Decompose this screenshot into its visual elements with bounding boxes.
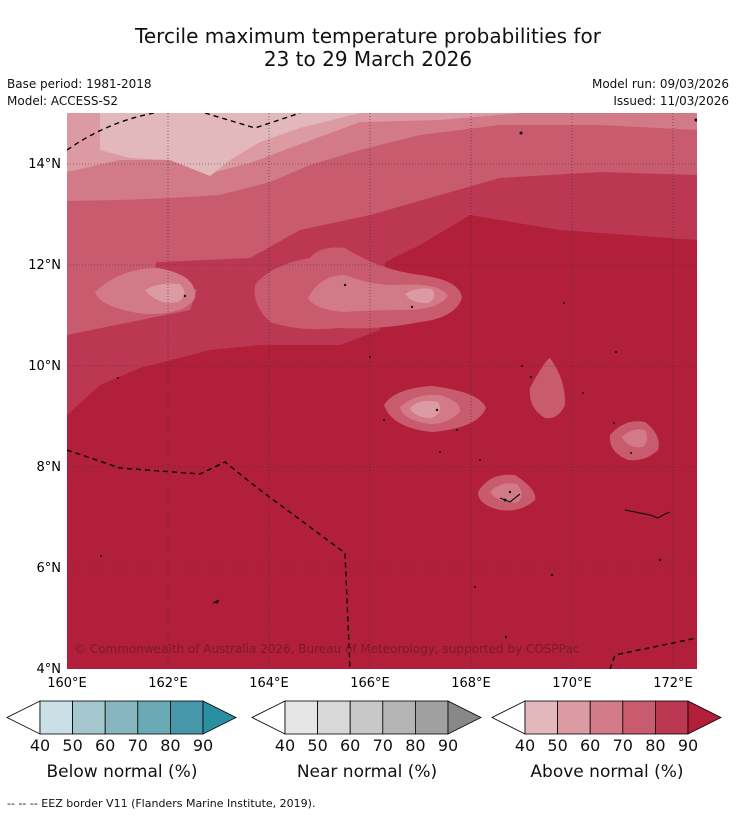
colorbar-above-segment: [557, 700, 591, 735]
colorbar-near-segment: [349, 700, 384, 735]
colorbar-above-segment: [524, 700, 558, 735]
colorbar-above-min-arrow: [491, 700, 526, 735]
colorbar-below-tick: 50: [62, 736, 83, 755]
colorbar-below-tick: 40: [29, 736, 51, 755]
probability-field: © Commonwealth of Australia 2026, Bureau…: [67, 113, 697, 669]
colorbar-above-tick: 70: [612, 736, 633, 755]
lat-labels: 14°N 12°N 10°N 8°N 6°N 4°N: [28, 157, 61, 677]
graticule: [67, 113, 697, 669]
colorbar-below-tick: 70: [127, 736, 148, 755]
colorbar-above-segment: [655, 700, 689, 735]
lat-label: 10°N: [28, 359, 61, 374]
zone-above-50-west: [145, 283, 185, 303]
colorbar-near-segment: [414, 700, 449, 735]
colorbar-near-tick: 60: [340, 736, 361, 755]
colorbar-below-min-arrow: [6, 700, 41, 735]
zone-above-50-east: [410, 400, 440, 418]
colorbar-near-tick: 80: [405, 736, 426, 755]
zone-above-60-far-east: [622, 429, 648, 448]
eez-legend-note: -- -- -- EEZ border V11 (Flanders Marine…: [7, 797, 316, 810]
colorbar-near-max-arrow: [447, 700, 482, 735]
colorbar-below-segment: [39, 700, 73, 735]
colorbar-label-above: Above normal (%): [530, 762, 684, 782]
lon-label: 166°E: [350, 676, 390, 691]
colorbar-below-segment: [104, 700, 139, 735]
colorbar-near-min-arrow: [251, 700, 286, 735]
eez-border: [67, 113, 697, 669]
lon-label: 172°E: [653, 676, 693, 691]
colorbar-below-tick: 90: [192, 736, 214, 755]
colorbar-label-near: Near normal (%): [296, 762, 438, 782]
lon-labels: 160°E 162°E 164°E 166°E 168°E 170°E 172°…: [47, 676, 693, 691]
lat-label: 6°N: [37, 561, 62, 576]
zone-above-40: [100, 113, 360, 176]
colorbar-near-tick: 50: [307, 736, 328, 755]
lat-label: 8°N: [37, 460, 62, 475]
colorbar-below-segment: [169, 700, 204, 735]
lon-label: 162°E: [148, 676, 188, 691]
copyright-text: © Commonwealth of Australia 2026, Bureau…: [74, 642, 579, 656]
colorbar-above-segment: [589, 700, 624, 735]
lon-label: 170°E: [552, 676, 592, 691]
colorbar-above-segment: [622, 700, 656, 735]
colorbar-near-tick: 90: [437, 736, 459, 755]
colorbar-below-max-arrow: [202, 700, 237, 735]
colorbar-near-segment: [284, 700, 318, 735]
lat-label: 12°N: [28, 258, 61, 273]
issued-date: Issued: 11/03/2026: [613, 94, 729, 108]
lon-label: 168°E: [451, 676, 491, 691]
lat-label: 14°N: [28, 157, 61, 172]
colorbars: [6, 700, 722, 735]
colorbar-above-tick: 40: [514, 736, 536, 755]
colorbar-near-segment: [382, 700, 416, 735]
lon-label: 164°E: [249, 676, 289, 691]
colorbar-above-max-arrow: [687, 700, 722, 735]
zone-above-60-central: [308, 275, 448, 312]
map-title-line1: Tercile maximum temperature probabilitie…: [135, 24, 601, 48]
model-name: Model: ACCESS-S2: [7, 94, 119, 108]
colorbar-near-tick: 40: [274, 736, 296, 755]
atoll-outlines: [212, 493, 671, 604]
lat-label: 4°N: [37, 662, 62, 677]
colorbar-above-tick: 50: [547, 736, 568, 755]
colorbar-below-tick: 80: [160, 736, 181, 755]
zone-above-60-south: [490, 483, 522, 503]
model-run-date: Model run: 09/03/2026: [591, 77, 729, 91]
colorbar-label-below: Below normal (%): [46, 762, 198, 782]
base-period: Base period: 1981-2018: [7, 77, 152, 91]
colorbar-above-tick: 60: [580, 736, 601, 755]
colorbar-above-tick: 90: [677, 736, 699, 755]
colorbar-below-tick: 60: [95, 736, 116, 755]
zone-above-70-northeast: [529, 358, 566, 419]
zone-above-50-central: [405, 288, 435, 304]
colorbar-below-segment: [72, 700, 106, 735]
map-title-line2: 23 to 29 March 2026: [263, 47, 473, 71]
colorbar-near-segment: [317, 700, 351, 735]
lon-label: 160°E: [47, 676, 87, 691]
colorbar-below-segment: [137, 700, 171, 735]
colorbar-above-tick: 80: [645, 736, 666, 755]
colorbar-near-tick: 70: [372, 736, 393, 755]
